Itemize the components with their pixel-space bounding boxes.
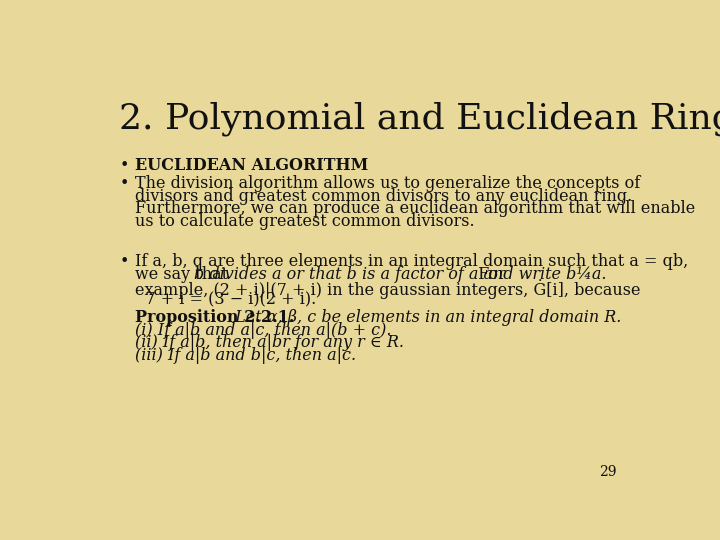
- Text: •: •: [120, 253, 129, 271]
- Text: Let α, β, c be elements in an integral domain R.: Let α, β, c be elements in an integral d…: [230, 309, 621, 326]
- Text: divisors and greatest common divisors to any euclidean ring.: divisors and greatest common divisors to…: [135, 187, 632, 205]
- Text: If a, b, q are three elements in an integral domain such that a = qb,: If a, b, q are three elements in an inte…: [135, 253, 688, 271]
- Text: •: •: [120, 175, 129, 192]
- Text: (ii) If a|b, then a|br for any r ∈ R.: (ii) If a|b, then a|br for any r ∈ R.: [135, 334, 404, 352]
- Text: Proposition 2.2.1.: Proposition 2.2.1.: [135, 309, 294, 326]
- Text: 2. Polynomial and Euclidean Rings: 2. Polynomial and Euclidean Rings: [120, 102, 720, 136]
- Text: The division algorithm allows us to generalize the concepts of: The division algorithm allows us to gene…: [135, 175, 640, 192]
- Text: •: •: [120, 157, 129, 174]
- Text: (iii) If a|b and b|c, then a|c.: (iii) If a|b and b|c, then a|c.: [135, 347, 356, 364]
- Text: 29: 29: [600, 465, 617, 479]
- Text: 7 + i = (3 − i)(2 + i).: 7 + i = (3 − i)(2 + i).: [135, 292, 316, 308]
- Text: (i) If a|b and a|c, then a|(b + c).: (i) If a|b and a|c, then a|(b + c).: [135, 322, 392, 339]
- Text: example, (2 + i)|(7 + i) in the gaussian integers, Ġ[i], because: example, (2 + i)|(7 + i) in the gaussian…: [135, 279, 641, 299]
- Text: us to calculate greatest common divisors.: us to calculate greatest common divisors…: [135, 213, 474, 230]
- Text: EUCLIDEAN ALGORITHM: EUCLIDEAN ALGORITHM: [135, 157, 368, 174]
- Text: For: For: [473, 266, 505, 283]
- Text: we say that: we say that: [135, 266, 233, 283]
- Text: b divides a or that b is a factor of a and write b¼a.: b divides a or that b is a factor of a a…: [194, 266, 606, 283]
- Text: Furthermore, we can produce a euclidean algorithm that will enable: Furthermore, we can produce a euclidean …: [135, 200, 696, 217]
